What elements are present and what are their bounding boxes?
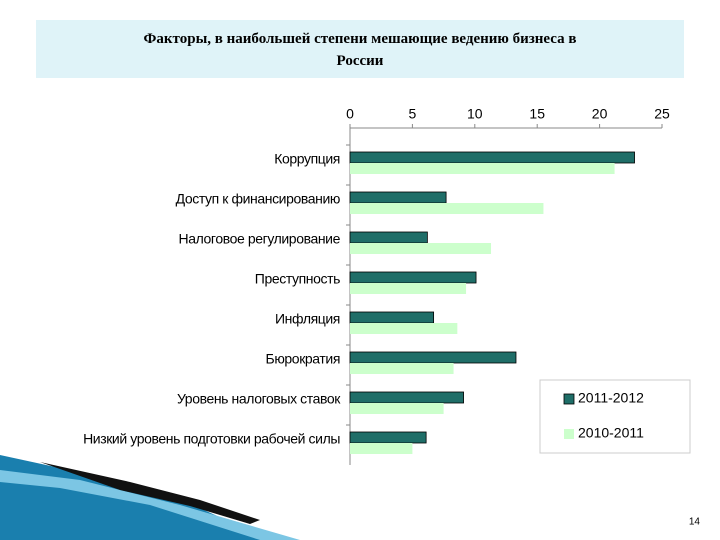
chart-title: Факторы, в наибольшей степени мешающие в… (36, 20, 684, 78)
decoration (40, 462, 260, 524)
x-tick-label: 20 (592, 106, 608, 122)
x-tick-label: 25 (654, 106, 670, 122)
legend-swatch (564, 429, 574, 439)
bar (349, 191, 447, 204)
bar (349, 351, 517, 364)
legend-label: 2011-2012 (578, 390, 644, 406)
y-tick-label: Уровень налоговых ставок (177, 391, 341, 407)
bar (350, 283, 467, 294)
bar (350, 443, 413, 454)
bar (349, 431, 427, 444)
y-tick-label: Бюрократия (266, 351, 340, 367)
x-tick-label: 5 (409, 106, 417, 122)
bar (350, 323, 458, 334)
bar (350, 243, 492, 254)
y-tick-label: Коррупция (274, 151, 340, 167)
bar (350, 163, 615, 174)
bar (349, 391, 464, 404)
legend-label: 2010-2011 (578, 425, 644, 441)
x-tick-label: 0 (346, 106, 354, 122)
bar (350, 363, 454, 374)
legend-swatch (563, 393, 575, 405)
bar (350, 403, 444, 414)
bar (349, 271, 477, 284)
y-tick-label: Доступ к финансированию (176, 191, 340, 207)
bar (349, 151, 635, 164)
bar (349, 311, 435, 324)
page-number: 14 (689, 517, 701, 528)
legend-box (539, 379, 691, 454)
y-tick-label: Инфляция (275, 311, 340, 327)
y-tick-label: Налоговое регулирование (179, 231, 341, 247)
y-tick-label: Преступность (255, 271, 340, 287)
decoration (0, 470, 300, 540)
bar (350, 203, 544, 214)
x-tick-label: 15 (529, 106, 545, 122)
y-tick-label: Низкий уровень подготовки рабочей силы (83, 431, 340, 447)
x-tick-label: 10 (467, 106, 483, 122)
bar (349, 231, 428, 244)
